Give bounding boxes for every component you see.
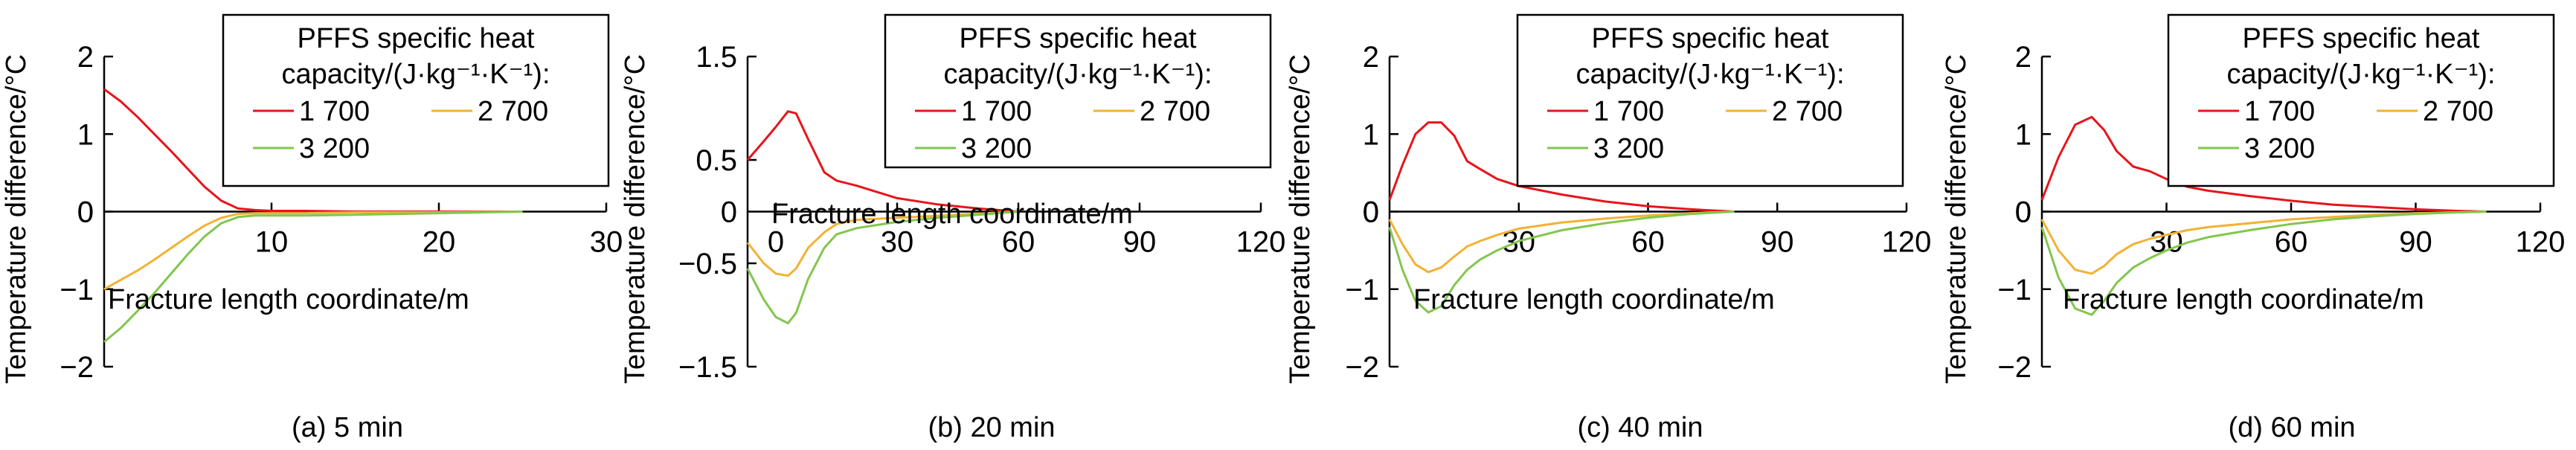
x-tick-label: 0 [768, 226, 784, 259]
y-tick-label: 1 [1363, 118, 1379, 151]
legend-entry: 2 700 [478, 96, 548, 127]
y-tick-label: 2 [77, 41, 94, 74]
x-axis-label: Fracture length coordinate/m [1413, 284, 1775, 315]
y-axis-label: Temperature difference/°C [620, 54, 651, 384]
x-tick-label: 30 [881, 226, 914, 259]
series-line-2700 [2040, 210, 2487, 275]
legend-entry: 1 700 [299, 96, 370, 127]
legend-entry: 3 200 [2244, 133, 2315, 164]
x-tick-label: 60 [1002, 226, 1035, 259]
x-tick-label: 60 [1631, 226, 1665, 259]
legend-entry: 2 700 [1772, 96, 1843, 127]
legend-box [884, 13, 1272, 169]
y-tick-label: 1 [77, 118, 94, 151]
x-tick-label: 30 [590, 226, 623, 259]
x-tick-label: 120 [1882, 226, 1932, 259]
legend-entry: 1 700 [1593, 96, 1664, 127]
legend-entry: 1 700 [2244, 96, 2315, 127]
y-tick-label: −1 [1345, 274, 1379, 306]
legend-entry: 1 700 [961, 96, 1032, 127]
y-tick-label: −2 [1997, 351, 2031, 384]
y-tick-label: 0 [2015, 196, 2031, 229]
y-axis-label: Temperature difference/°C [1, 54, 32, 384]
legend-title: PFFS specific heat [2243, 23, 2480, 54]
legend-title: capacity/(J·kg⁻¹·K⁻¹): [1576, 59, 1844, 90]
x-tick-label: 30 [2150, 226, 2183, 259]
series-line-3200 [1388, 210, 1735, 314]
legend-entry: 3 200 [961, 133, 1032, 164]
y-tick-label: 0 [77, 196, 94, 229]
legend-box [1516, 13, 1904, 187]
series-line-3200 [2040, 210, 2487, 316]
legend-entry: 2 700 [2423, 96, 2493, 127]
panel-caption: (d) 60 min [2228, 412, 2355, 443]
y-tick-label: −0.5 [678, 248, 737, 280]
panel-caption: (c) 40 min [1578, 412, 1703, 443]
y-tick-label: 1 [2015, 118, 2031, 151]
x-axis-label: Fracture length coordinate/m [2063, 284, 2424, 315]
y-tick-label: −1 [60, 274, 94, 306]
y-tick-label: −2 [60, 351, 94, 384]
series-line-1700 [746, 110, 1019, 213]
y-tick-label: 0 [1363, 196, 1379, 229]
legend-entry: 2 700 [1140, 96, 1210, 127]
x-tick-label: 10 [255, 226, 289, 259]
x-tick-label: 90 [1761, 226, 1794, 259]
series-line-1700 [103, 88, 523, 213]
x-tick-label: 20 [423, 226, 456, 259]
series-line-1700 [1388, 121, 1735, 213]
y-tick-label: 0 [721, 196, 737, 229]
x-axis-label: Fracture length coordinate/m [771, 199, 1133, 230]
legend-title: PFFS specific heat [960, 23, 1197, 54]
series-line-3200 [746, 210, 1019, 325]
y-tick-label: 2 [2015, 41, 2031, 74]
legend-box [222, 13, 610, 187]
x-tick-label: 60 [2275, 226, 2308, 259]
legend-entry: 3 200 [299, 133, 370, 164]
x-tick-label: 90 [2399, 226, 2432, 259]
y-tick-label: 0.5 [696, 144, 737, 177]
series-line-2700 [746, 210, 1019, 277]
y-tick-label: 1.5 [696, 41, 737, 74]
legend-title: capacity/(J·kg⁻¹·K⁻¹): [2226, 59, 2495, 90]
series-line-2700 [1388, 210, 1735, 274]
panel-caption: (b) 20 min [928, 412, 1055, 443]
x-tick-label: 120 [2516, 226, 2566, 259]
y-tick-label: −1.5 [678, 351, 737, 384]
legend-title: capacity/(J·kg⁻¹·K⁻¹): [943, 59, 1212, 90]
y-tick-label: −1 [1997, 274, 2031, 306]
legend-title: capacity/(J·kg⁻¹·K⁻¹): [281, 59, 550, 90]
chart-panel-1: −1.5 −0.5 0.5 1.5 00 30 60 90 120 Fracture length… [620, 13, 1286, 443]
legend-title: PFFS specific heat [1592, 23, 1829, 54]
legend-title: PFFS specific heat [298, 23, 535, 54]
x-tick-label: 90 [1123, 226, 1157, 259]
legend-entry: 3 200 [1593, 133, 1664, 164]
y-tick-label: 2 [1363, 41, 1379, 74]
series-line-3200 [103, 210, 523, 343]
y-tick-label: 0 [1363, 196, 1379, 229]
y-axis-label: Temperature difference/°C [1941, 54, 1972, 384]
y-tick-label: 0 [77, 196, 94, 229]
x-tick-label: 120 [1236, 226, 1286, 259]
legend-box [2167, 13, 2555, 187]
x-axis-label: Fracture length coordinate/m [108, 284, 469, 315]
y-tick-label: −2 [1345, 351, 1379, 384]
y-axis-label: Temperature difference/°C [1285, 54, 1316, 384]
series-line-2700 [103, 210, 523, 291]
y-tick-label: 0 [2015, 196, 2031, 229]
panel-caption: (a) 5 min [292, 412, 403, 443]
